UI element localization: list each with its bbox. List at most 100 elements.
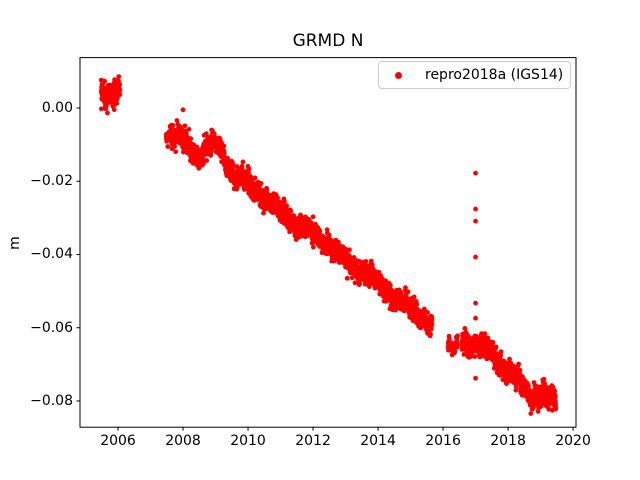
data-point — [110, 104, 116, 109]
data-point — [462, 326, 468, 331]
data-point — [288, 208, 294, 214]
data-point — [485, 335, 491, 341]
data-point — [117, 87, 123, 93]
data-point — [310, 214, 316, 220]
data-point — [425, 310, 430, 315]
data-point — [172, 144, 177, 149]
data-point — [116, 74, 122, 80]
data-point — [180, 107, 186, 113]
data-point — [513, 387, 519, 393]
data-point — [369, 262, 375, 268]
data-point — [336, 239, 341, 245]
data-point — [277, 199, 282, 205]
data-point — [174, 118, 180, 123]
data-point — [517, 367, 523, 373]
data-point — [186, 126, 192, 132]
data-point — [473, 170, 478, 176]
data-point — [230, 162, 236, 168]
data-point — [117, 92, 123, 98]
data-point — [225, 156, 231, 161]
data-point — [398, 290, 404, 296]
data-point — [473, 218, 478, 224]
data-point — [455, 333, 460, 339]
data-point — [516, 361, 521, 367]
data-point — [472, 354, 478, 360]
data-point — [165, 144, 171, 149]
data-point — [116, 78, 121, 84]
data-point — [239, 163, 245, 169]
data-point — [347, 247, 352, 253]
data-point — [552, 393, 558, 399]
data-point — [282, 199, 287, 204]
scatter-points — [98, 74, 559, 416]
data-point — [405, 289, 411, 295]
data-point — [452, 349, 458, 355]
data-point — [173, 149, 179, 155]
data-point — [473, 375, 478, 381]
data-point — [117, 82, 123, 87]
data-point — [204, 158, 210, 163]
data-point — [428, 331, 433, 337]
data-point — [498, 349, 504, 355]
data-point — [482, 331, 488, 337]
data-point — [317, 228, 323, 234]
data-point — [261, 210, 266, 216]
data-point — [525, 383, 531, 389]
data-point — [473, 315, 478, 321]
data-point — [429, 316, 435, 322]
data-point — [310, 244, 316, 250]
data-point — [275, 195, 280, 201]
data-point — [179, 127, 185, 133]
data-point — [102, 78, 108, 84]
data-point — [528, 411, 534, 416]
data-point — [553, 401, 559, 407]
data-point — [530, 404, 536, 410]
axis-ticks — [76, 107, 574, 431]
axes-spines — [79, 57, 577, 428]
data-point — [403, 285, 408, 291]
data-point — [114, 100, 120, 106]
data-point — [387, 282, 393, 288]
data-point — [170, 122, 176, 128]
data-point — [553, 405, 559, 411]
data-point — [258, 180, 264, 186]
data-point — [246, 166, 252, 172]
data-point — [344, 275, 350, 281]
data-point — [454, 341, 460, 347]
data-point — [411, 294, 417, 300]
data-point — [414, 301, 420, 307]
data-point — [221, 150, 227, 156]
data-point — [221, 143, 227, 149]
data-point — [264, 187, 270, 193]
data-point — [535, 409, 541, 414]
data-point — [182, 123, 188, 129]
data-point — [352, 280, 358, 286]
data-point — [546, 406, 552, 412]
data-point — [99, 106, 104, 112]
data-point — [357, 281, 363, 286]
data-point — [507, 356, 512, 362]
data-point — [493, 344, 499, 350]
data-point — [552, 388, 558, 394]
data-point — [349, 275, 355, 281]
data-point — [473, 254, 478, 260]
data-point — [201, 160, 206, 166]
data-point — [200, 156, 206, 162]
data-point — [541, 376, 547, 382]
data-point — [326, 232, 332, 238]
data-point — [490, 340, 496, 345]
data-point — [446, 337, 452, 342]
data-point — [473, 206, 478, 212]
data-point — [393, 307, 398, 313]
data-point — [428, 326, 434, 332]
data-point — [292, 233, 298, 239]
data-point — [429, 322, 435, 328]
data-point — [284, 203, 290, 209]
data-point — [188, 136, 194, 142]
data-point — [473, 300, 478, 306]
data-point — [415, 306, 420, 312]
data-point — [252, 175, 258, 181]
data-point — [105, 110, 110, 116]
